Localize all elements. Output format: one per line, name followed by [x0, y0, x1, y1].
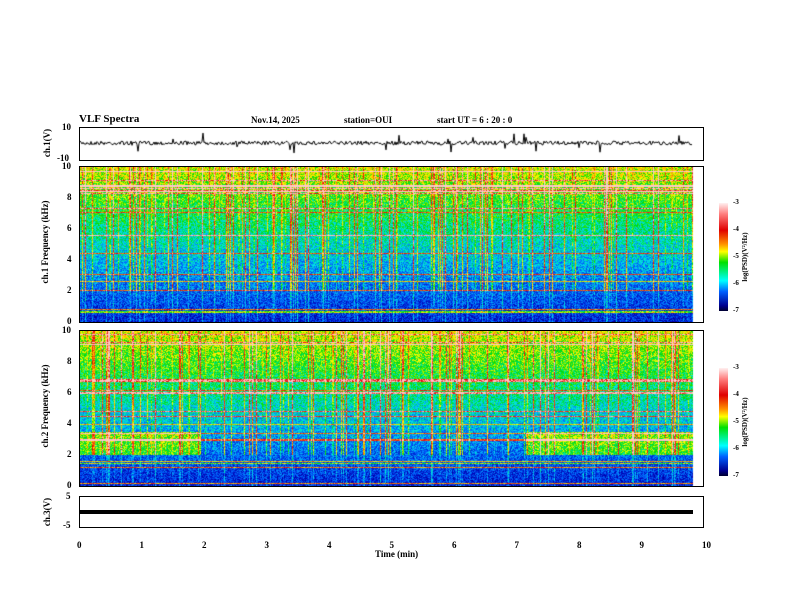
ch1-waveform-panel: [79, 127, 704, 161]
xtick: 4: [327, 540, 332, 550]
xtick: 6: [452, 540, 457, 550]
date-label: Nov.14, 2025: [251, 115, 300, 125]
colorbar-label: log(PSD)(V²/Hz): [741, 397, 749, 447]
ch3-waveform-panel: [79, 496, 704, 528]
xtick: 5: [389, 540, 395, 550]
colorbar-tick: -5: [733, 252, 739, 260]
xtick: 8: [577, 540, 582, 550]
x-axis-label: Time (min): [375, 549, 419, 559]
colorbar-tick: -4: [733, 225, 739, 233]
ytick: 0: [67, 480, 72, 490]
ch3-waveform-line: [80, 510, 693, 514]
ch1-freq-ylabel: ch.1 Frequency (kHz): [40, 200, 50, 284]
ytick: 8: [67, 356, 72, 366]
ytick: -5: [63, 520, 71, 530]
xtick: 1: [139, 540, 145, 550]
colorbar-tick: -4: [733, 390, 739, 398]
ytick: 8: [67, 192, 72, 202]
colorbar-tick: -6: [733, 444, 739, 452]
ytick: 4: [67, 418, 72, 428]
ytick: 10: [62, 161, 71, 171]
ch3-ylabel: ch.3(V): [42, 497, 52, 527]
xtick: 10: [702, 540, 711, 550]
ch2-spectrogram-image: [80, 331, 703, 486]
colorbar-tick: -3: [733, 198, 739, 206]
start-time-label: start UT = 6 : 20 : 0: [437, 115, 513, 125]
xtick: 7: [514, 540, 520, 550]
colorbar: [719, 203, 728, 311]
colorbar-tick: -3: [733, 363, 739, 371]
xtick: 2: [202, 540, 207, 550]
ytick: 2: [67, 449, 72, 459]
ytick: 6: [67, 387, 72, 397]
ch2-spectrogram-panel: [79, 330, 704, 487]
ytick: 6: [67, 223, 72, 233]
chart-title: VLF Spectra: [79, 113, 140, 125]
ch1-ylabel: ch.1(V): [42, 128, 52, 158]
colorbar-tick: -7: [733, 306, 739, 314]
ch1-waveform-line: [80, 128, 703, 160]
xtick: 3: [264, 540, 270, 550]
ch1-spectrogram-image: [80, 167, 703, 322]
ch1-spectrogram-panel: [79, 166, 704, 323]
ytick: 5: [66, 491, 71, 501]
xtick: 0: [77, 540, 82, 550]
colorbar-label: log(PSD)(V²/Hz): [741, 232, 749, 282]
xtick: 9: [639, 540, 645, 550]
colorbar-tick: -7: [733, 471, 739, 479]
ch2-freq-ylabel: ch.2 Frequency (kHz): [40, 364, 50, 448]
ytick: 0: [67, 316, 72, 326]
station-label: station=OUI: [344, 115, 393, 125]
colorbar-tick: -6: [733, 279, 739, 287]
colorbar-tick: -5: [733, 417, 739, 425]
ytick: -10: [57, 153, 69, 163]
ytick: 4: [67, 254, 72, 264]
ytick: 10: [62, 325, 71, 335]
ytick: 2: [67, 285, 72, 295]
colorbar: [719, 368, 728, 476]
ytick: 10: [62, 122, 71, 132]
